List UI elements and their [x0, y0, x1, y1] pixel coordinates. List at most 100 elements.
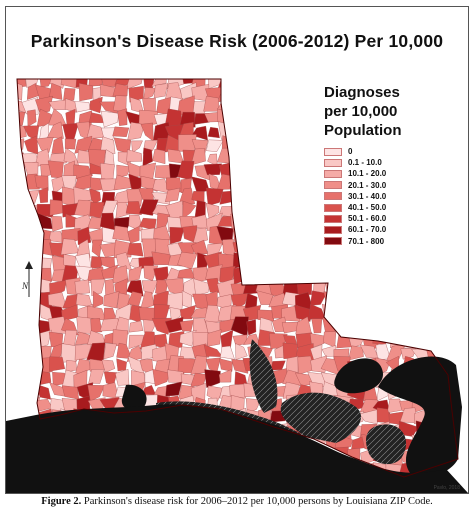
- zip-region: [48, 99, 68, 110]
- zip-region: [350, 251, 364, 271]
- zip-region: [17, 317, 27, 332]
- zip-region: [115, 202, 130, 219]
- legend-label: 10.1 - 20.0: [348, 169, 387, 179]
- zip-region: [64, 138, 77, 150]
- zip-region: [220, 329, 234, 349]
- zip-region: [259, 84, 273, 102]
- legend-label: 30.1 - 40.0: [348, 191, 387, 201]
- zip-region: [283, 188, 299, 207]
- zip-region: [246, 151, 258, 167]
- water-body: [366, 424, 407, 465]
- zip-region: [229, 383, 248, 399]
- zip-region: [17, 152, 24, 167]
- zip-region: [282, 265, 299, 284]
- zip-region: [60, 79, 81, 89]
- zip-region: [232, 165, 248, 181]
- zip-region: [283, 166, 297, 180]
- zip-region: [27, 109, 37, 127]
- zip-region: [268, 188, 286, 204]
- zip-region: [417, 331, 432, 350]
- legend-swatch: [324, 192, 342, 201]
- zip-region: [416, 291, 430, 308]
- zip-region: [229, 122, 246, 137]
- zip-region: [38, 187, 49, 203]
- zip-region: [335, 304, 354, 324]
- zip-region: [281, 173, 298, 193]
- zip-region: [182, 200, 197, 220]
- zip-region: [204, 369, 221, 389]
- zip-region: [234, 371, 248, 386]
- figure-frame: Parkinson's Disease Risk (2006-2012) Per…: [5, 6, 469, 494]
- zip-region: [112, 225, 131, 242]
- zip-region: [245, 241, 262, 258]
- zip-region: [284, 98, 300, 114]
- zip-region: [347, 345, 364, 361]
- zip-region: [34, 175, 49, 191]
- zip-region: [246, 319, 257, 336]
- zip-region: [116, 164, 132, 178]
- zip-region: [35, 95, 53, 114]
- zip-region: [235, 343, 248, 360]
- zip-region: [255, 177, 271, 194]
- zip-region: [51, 216, 63, 232]
- zip-region: [438, 308, 457, 321]
- zip-region: [101, 127, 117, 140]
- zip-region: [386, 320, 402, 333]
- legend-label: 20.1 - 30.0: [348, 180, 387, 190]
- zip-region: [361, 304, 380, 322]
- legend-title-line: per 10,000: [324, 103, 398, 120]
- zip-region: [206, 385, 224, 402]
- zip-region: [452, 266, 458, 285]
- zip-region: [296, 277, 313, 295]
- zip-region: [17, 238, 24, 256]
- legend-label: 60.1 - 70.0: [348, 225, 387, 235]
- zip-region: [287, 240, 301, 257]
- zip-region: [47, 121, 64, 139]
- zip-region: [270, 86, 286, 100]
- north-arrow-icon: N: [21, 261, 33, 297]
- zip-region: [287, 227, 302, 241]
- zip-region: [400, 321, 417, 334]
- legend-row: 0: [324, 146, 464, 157]
- zip-region: [439, 290, 455, 311]
- zip-region: [269, 126, 287, 140]
- zip-region: [234, 136, 249, 154]
- zip-region: [219, 318, 235, 334]
- zip-region: [373, 265, 389, 280]
- zip-region: [255, 147, 273, 166]
- zip-region: [88, 369, 105, 384]
- zip-region: [271, 243, 287, 259]
- legend-swatch: [324, 181, 342, 190]
- zip-region: [51, 175, 65, 194]
- legend-swatch: [324, 214, 342, 223]
- zip-region: [113, 174, 132, 191]
- zip-region: [242, 97, 259, 111]
- zip-region: [296, 227, 310, 245]
- zip-region: [231, 148, 249, 167]
- zip-region: [49, 279, 68, 298]
- zip-region: [203, 95, 219, 112]
- legend-title-line: Diagnoses: [324, 84, 400, 101]
- zip-region: [103, 291, 120, 309]
- zip-region: [165, 187, 181, 203]
- zip-region: [439, 329, 458, 346]
- zip-region: [64, 98, 77, 113]
- zip-region: [177, 251, 198, 270]
- zip-region: [191, 125, 208, 141]
- zip-region: [285, 83, 297, 101]
- zip-region: [308, 267, 325, 285]
- zip-region: [281, 79, 300, 88]
- zip-region: [205, 202, 220, 220]
- legend-row: 70.1 - 800: [324, 236, 464, 247]
- zip-region: [273, 165, 286, 180]
- zip-region: [74, 279, 90, 295]
- zip-region: [100, 110, 119, 128]
- zip-region: [203, 163, 222, 176]
- zip-region: [17, 395, 27, 412]
- zip-region: [271, 252, 285, 272]
- zip-region: [428, 294, 441, 307]
- zip-region: [179, 319, 194, 332]
- zip-region: [17, 308, 26, 321]
- zip-region: [91, 239, 103, 258]
- zip-region: [17, 174, 27, 194]
